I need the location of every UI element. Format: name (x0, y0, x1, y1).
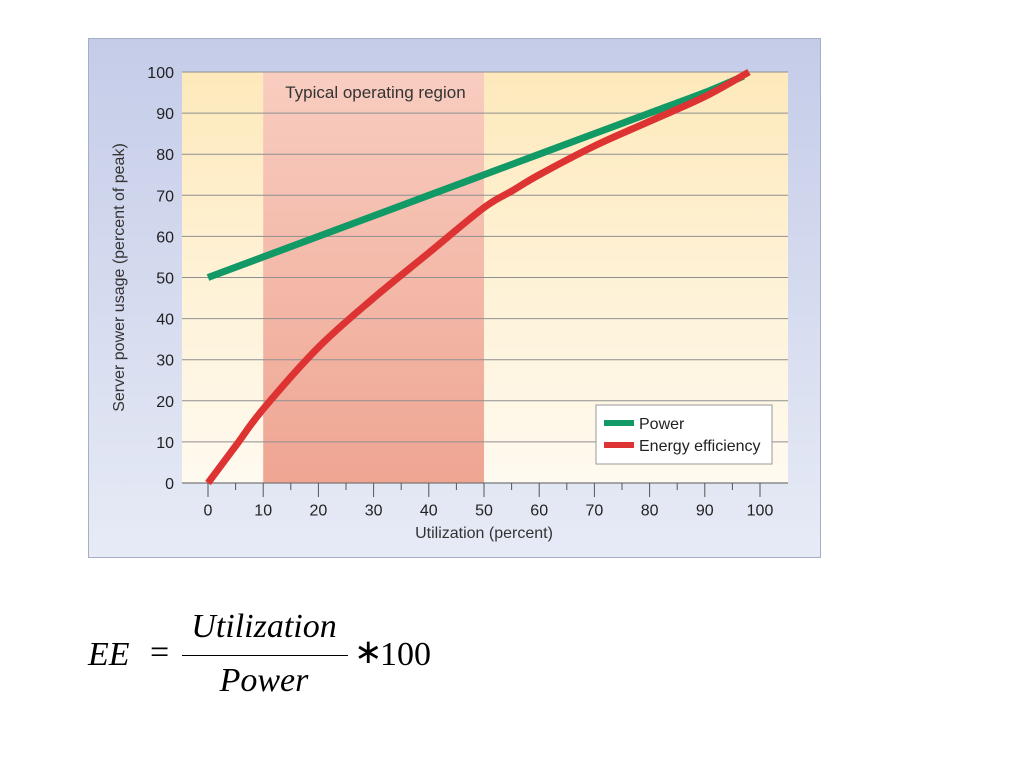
y-tick-label: 60 (156, 229, 174, 246)
x-tick-label: 20 (310, 502, 328, 519)
legend: Power Energy efficiency (595, 404, 773, 465)
formula-operator: ∗ (354, 634, 383, 671)
x-tick-label: 80 (641, 502, 659, 519)
x-axis-title: Utilization (percent) (415, 525, 553, 542)
x-tick-label: 50 (475, 502, 493, 519)
chart-panel: Typical operating region 0 10 20 30 40 50 60 70… (88, 38, 821, 558)
y-tick-label: 100 (147, 65, 174, 82)
legend-label: Power (639, 416, 685, 433)
y-tick-label: 50 (156, 271, 174, 288)
formula-equals: = (150, 634, 170, 671)
x-tick-label: 30 (365, 502, 383, 519)
fraction-bar (182, 655, 348, 656)
y-tick-label: 10 (156, 435, 174, 452)
y-tick-label: 30 (156, 353, 174, 370)
x-tick-label: 60 (530, 502, 548, 519)
formula-numerator: Utilization (191, 608, 337, 645)
y-axis-title: Server power usage (percent of peak) (111, 143, 128, 412)
legend-box (595, 404, 773, 465)
formula-multiplier: 100 (380, 636, 431, 673)
y-tick-label: 70 (156, 188, 174, 205)
power-efficiency-chart: Typical operating region 0 10 20 30 40 50 60 70… (88, 38, 821, 558)
operating-region-label: Typical operating region (285, 83, 466, 102)
x-tick-label: 0 (204, 502, 213, 519)
legend-label: Energy efficiency (639, 438, 761, 455)
formula-denominator: Power (219, 662, 309, 699)
y-tick-label: 80 (156, 147, 174, 164)
energy-efficiency-series-line (205, 68, 751, 486)
y-tick-label: 40 (156, 312, 174, 329)
x-tick-label: 100 (747, 502, 774, 519)
formula-lhs: EE (88, 636, 130, 673)
y-tick-label: 0 (165, 476, 174, 493)
x-tick-label: 40 (420, 502, 438, 519)
x-tick-label: 10 (254, 502, 272, 519)
x-tick-label: 90 (696, 502, 714, 519)
y-tick-label: 90 (156, 106, 174, 123)
power-series-line (206, 72, 745, 281)
y-tick-label: 20 (156, 394, 174, 411)
x-tick-label: 70 (586, 502, 604, 519)
